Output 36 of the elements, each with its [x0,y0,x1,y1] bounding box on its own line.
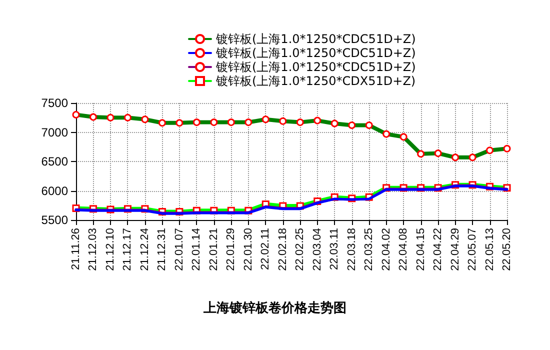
x-tick-label: 22.03.11 [328,228,341,270]
legend-label: 镀锌板(上海1.0*1250*CDX51D+Z) [215,74,416,88]
x-tick-label: 22.02.11 [260,228,272,270]
x-tick-label: 21.11.26 [70,228,82,270]
x-tick-label: 22.01.14 [190,228,203,271]
x-tick-label: 22.04.22 [432,228,444,271]
x-tick-label: 22.05.07 [466,228,479,271]
text: 上海镀锌板卷价格走势图 [202,300,346,316]
x-tick-label: 22.01.07 [173,228,186,271]
x-tick-label: 21.12.31 [156,228,168,271]
x-tick-label: 21.12.24 [138,228,151,271]
x-tick-label: 22.02.25 [294,228,306,271]
x-tick-label: 22.01.29 [225,228,238,271]
x-tick-label: 22.04.29 [449,228,462,271]
y-tick-label: 6000 [41,184,68,198]
x-tick-label: 22.04.02 [380,228,392,271]
x-tick-label: 22.03.04 [311,228,324,271]
x-tick-label: 21.12.03 [87,228,100,271]
x-tick-label: 22.04.08 [398,228,410,271]
x-tick-label: 22.05.13 [484,228,496,271]
y-tick-label: 5500 [41,213,68,227]
x-tick-label: 22.03.25 [363,228,376,271]
x-tick-label: 22.01.21 [208,228,220,271]
legend-label: 镀锌板(上海1.0*1250*CDC51D+Z) [215,32,416,46]
legend-label: 镀锌板(上海1.0*1250*CDC51D+Z) [215,60,416,74]
x-tick-label: 21.12.17 [122,228,134,271]
x-tick-label: 22.05.20 [501,228,513,271]
y-tick-label: 7000 [41,125,68,140]
legend-label: 镀锌板(上海1.0*1250*CDC51D+Z) [215,46,416,60]
x-tick-label: 22.02.18 [276,228,289,271]
y-tick-label: 6500 [41,154,68,168]
x-tick-label: 21.12.10 [104,228,116,271]
x-tick-label: 22.03.18 [346,228,358,271]
x-tick-label: 22.01.30 [242,228,254,271]
y-tick-label: 7500 [41,96,68,110]
x-tick-label: 22.04.15 [414,228,427,271]
